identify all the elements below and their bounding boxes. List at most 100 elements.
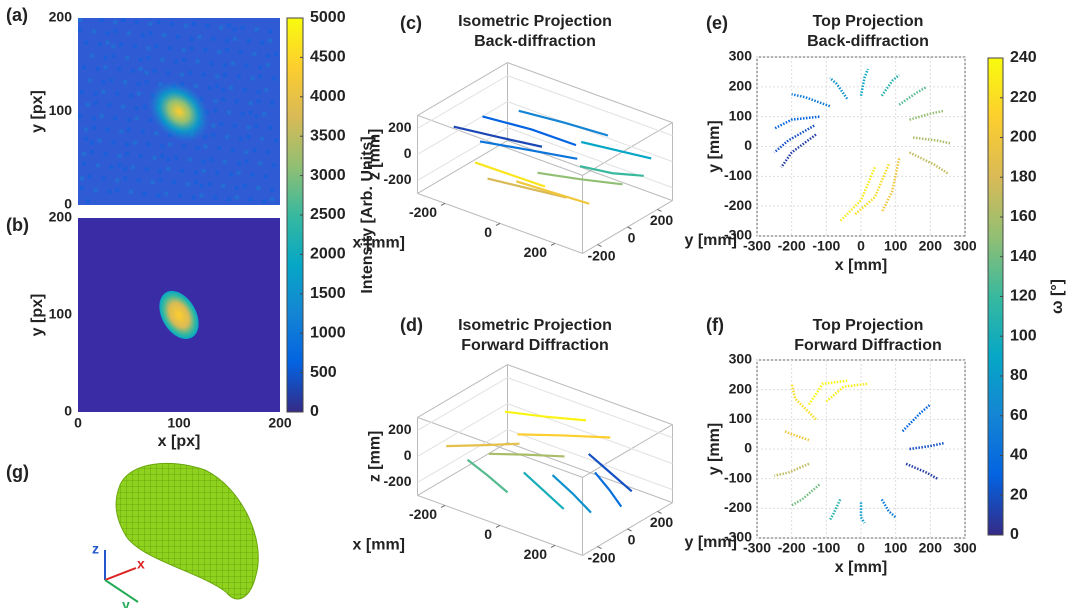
noise [105, 31, 110, 36]
colorbar-tick-label: 140 [1010, 248, 1037, 265]
noise [164, 191, 169, 196]
noise [221, 97, 226, 102]
noise [254, 27, 259, 32]
tick-mark [627, 528, 632, 532]
noise [78, 27, 82, 32]
noise [174, 59, 179, 64]
noise [177, 193, 182, 198]
colorbar-tick-label: 60 [1010, 407, 1028, 424]
voxel-grain [115, 462, 259, 600]
noise [121, 18, 126, 22]
noise [199, 193, 204, 198]
colorbar-tick-label: 1000 [310, 324, 346, 341]
noise [111, 140, 116, 145]
noise [109, 78, 114, 83]
noise [232, 36, 237, 41]
noise [150, 180, 155, 185]
noise [115, 178, 120, 183]
noise [170, 21, 175, 26]
y-tick-label: 0 [744, 137, 752, 153]
noise [174, 155, 179, 160]
track [487, 177, 567, 199]
colorbar-tick-label: 4500 [310, 49, 346, 66]
x-tick-label: 0 [857, 540, 865, 556]
x-tick-label: 200 [524, 244, 548, 260]
noise [105, 40, 110, 45]
y-tick-label: 300 [729, 351, 753, 367]
colorbar-tick-label: 40 [1010, 447, 1028, 464]
y-tick-label: 100 [729, 107, 753, 123]
x-tick-label: 300 [953, 238, 977, 254]
panel-label: (a) [6, 5, 28, 25]
colorbar-tick-label: 20 [1010, 486, 1028, 503]
track [523, 471, 565, 510]
y-tick-label: -100 [724, 469, 752, 485]
noise [156, 193, 161, 198]
chart-title: Isometric Projection [458, 13, 612, 30]
axis-y-label: y [122, 597, 130, 608]
track [880, 158, 901, 213]
colorbar-label: Intensity [Arb. Units] [359, 136, 376, 293]
y-tick-label: 0 [744, 440, 752, 456]
noise [260, 136, 265, 141]
noise [205, 23, 210, 28]
noise [132, 140, 137, 145]
colorbar-label: ω [°] [1049, 279, 1066, 314]
noise [162, 33, 167, 38]
colorbar-tick-label: 3500 [310, 127, 346, 144]
chart-title: Top Projection [813, 13, 924, 30]
noise [146, 46, 151, 51]
noise [166, 157, 171, 162]
noise [228, 172, 233, 177]
noise [144, 70, 149, 75]
x-tick-label: -200 [409, 204, 437, 220]
track [773, 115, 820, 130]
noise [209, 61, 214, 66]
noise [136, 91, 141, 96]
track [580, 140, 652, 160]
tick-mark [495, 222, 501, 226]
grid-line [507, 101, 673, 163]
noise [83, 127, 88, 132]
box-edge [417, 364, 508, 418]
box-edge [417, 62, 508, 116]
noise [230, 61, 235, 66]
noise [89, 150, 94, 155]
noise [203, 48, 208, 53]
noise [140, 33, 145, 38]
track [780, 133, 817, 169]
noise [228, 85, 233, 90]
noise [93, 101, 98, 106]
noise [244, 150, 249, 155]
noise [215, 170, 220, 175]
noise [270, 101, 275, 106]
noise [274, 51, 279, 56]
noise [234, 99, 239, 104]
x-tick-label: 0 [484, 224, 492, 240]
track [909, 109, 945, 121]
noise [225, 38, 230, 43]
noise [201, 72, 206, 77]
track [880, 73, 900, 97]
noise [195, 59, 200, 64]
tick-mark [597, 244, 602, 248]
noise [225, 134, 230, 139]
noise [158, 178, 163, 183]
noise [219, 121, 224, 126]
noise [81, 161, 86, 166]
tick-mark [657, 510, 662, 514]
panel-label: (c) [400, 13, 422, 33]
noise [158, 168, 163, 173]
noise [215, 74, 220, 79]
noise [146, 142, 151, 147]
x-axis-label: x [px] [158, 433, 201, 450]
noise [256, 185, 261, 190]
noise [93, 91, 98, 96]
noise [91, 125, 96, 130]
x-tick-label: 200 [919, 540, 943, 556]
noise [268, 125, 273, 130]
panel-label: (b) [6, 215, 29, 235]
box-edge [507, 62, 673, 124]
noise [109, 165, 114, 170]
noise [217, 50, 222, 55]
